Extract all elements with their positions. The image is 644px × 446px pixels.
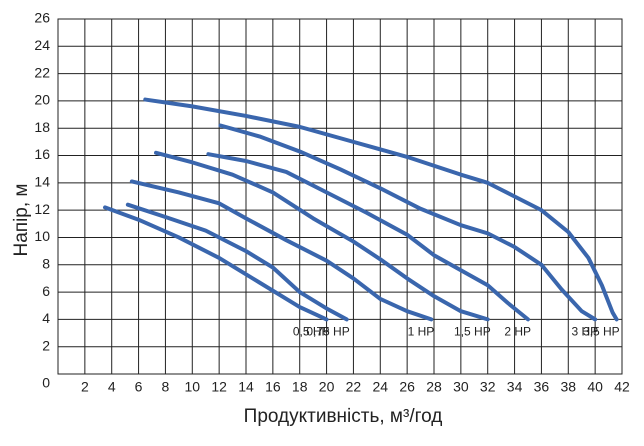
x-tick-label: 34: [507, 379, 523, 395]
curve: [143, 97, 619, 322]
x-tick-label: 10: [184, 379, 200, 395]
curve: [129, 179, 434, 322]
curve-label: 0,75 HP: [306, 325, 349, 339]
x-tick-label: 38: [560, 379, 576, 395]
y-tick-label: 24: [34, 37, 50, 53]
y-tick-label: 20: [34, 92, 50, 108]
x-tick-label: 42: [614, 379, 630, 395]
curve: [103, 205, 329, 322]
curve-label: 1,5 HP: [454, 325, 491, 339]
x-tick-label: 6: [135, 379, 143, 395]
curve-label: 3,5 HP: [583, 325, 620, 339]
y-tick-label: 0: [42, 375, 50, 391]
x-tick-label: 30: [453, 379, 469, 395]
x-tick-label: 36: [534, 379, 550, 395]
y-tick-label: 6: [42, 283, 50, 299]
plot-frame: [57, 18, 623, 375]
curve-label: 1 HP: [408, 325, 435, 339]
curve: [125, 202, 349, 322]
x-tick-label: 32: [480, 379, 496, 395]
y-tick-label: 10: [34, 228, 50, 244]
x-tick-label: 4: [108, 379, 116, 395]
y-tick-label: 12: [34, 201, 50, 217]
y-tick-label: 14: [34, 174, 50, 190]
y-tick-label: 2: [42, 337, 50, 353]
x-tick-label: 20: [319, 379, 335, 395]
curve: [154, 150, 490, 322]
y-tick-label: 18: [34, 119, 50, 135]
y-tick-label: 4: [42, 310, 50, 326]
x-tick-label: 2: [81, 379, 89, 395]
curve: [206, 152, 530, 322]
x-axis-title: Продуктивність, м³/год: [244, 406, 443, 427]
x-tick-label: 12: [211, 379, 227, 395]
y-tick-label: 26: [34, 10, 50, 26]
curve-label: 3 HP: [571, 325, 598, 339]
curve-label: 0,5 HP: [293, 325, 330, 339]
curve-label: 2 HP: [504, 325, 531, 339]
x-tick-label: 18: [292, 379, 308, 395]
x-tick-label: 40: [587, 379, 603, 395]
x-tick-label: 24: [372, 379, 388, 395]
y-axis-title: Напір, м: [11, 184, 32, 257]
y-tick-label: 8: [42, 255, 50, 271]
y-tick-label: 22: [34, 64, 50, 80]
curve: [218, 123, 598, 322]
x-tick-label: 28: [426, 379, 442, 395]
x-tick-label: 16: [265, 379, 281, 395]
x-tick-label: 22: [346, 379, 362, 395]
y-tick-label: 16: [34, 146, 50, 162]
x-tick-label: 26: [399, 379, 415, 395]
x-tick-label: 8: [162, 379, 170, 395]
x-tick-label: 14: [238, 379, 254, 395]
